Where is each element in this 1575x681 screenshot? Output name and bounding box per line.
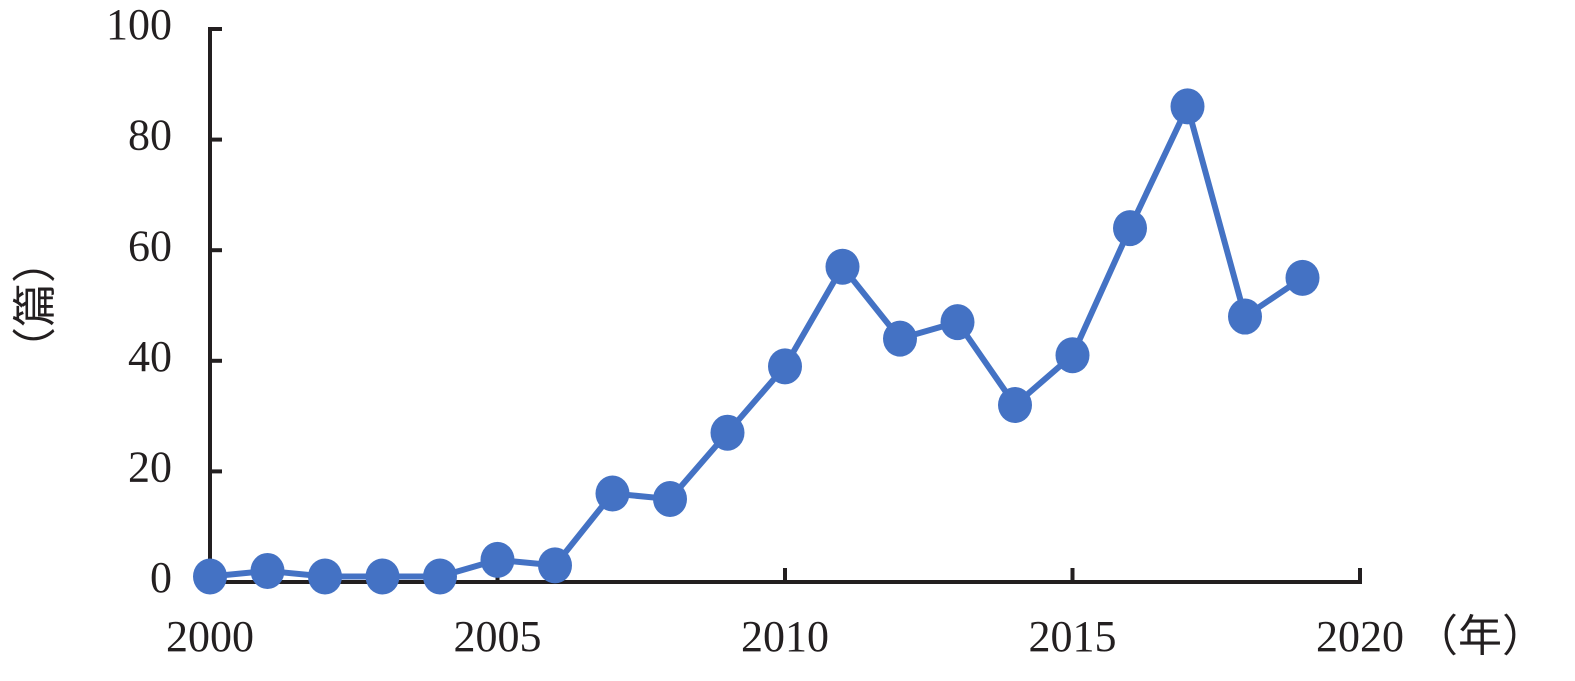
x-axis-label: （年） [1414,612,1546,661]
data-point [1285,259,1320,296]
data-point [1055,337,1090,374]
data-point [825,248,860,285]
data-point [1113,210,1147,247]
data-point [710,414,745,451]
y-tick-label: 40 [128,332,172,381]
data-point [768,348,802,385]
data-point [423,558,457,595]
data-line [209,103,1305,580]
y-axis-label: （篇） [11,239,60,371]
data-point [193,558,227,595]
data-point [883,320,917,357]
data-point [250,552,285,589]
data-point [1170,88,1205,125]
x-tick-label: 2015 [1029,612,1117,661]
data-point [998,387,1032,424]
data-point [940,304,975,341]
data-point [365,558,400,595]
data-point [653,481,687,518]
data-point [1228,298,1262,335]
y-tick-label: 60 [128,221,172,270]
x-tick-label: 2005 [454,612,542,661]
y-tick-label: 80 [128,111,172,160]
y-tick-label: 20 [128,442,172,491]
x-tick-label: 2000 [166,612,254,661]
y-tick-label: 100 [106,0,172,49]
data-point [538,547,572,584]
x-tick-label: 2010 [741,612,829,661]
data-point [480,541,515,578]
y-tick-label: 0 [150,553,172,602]
data-point [308,558,342,595]
x-tick-label: 2020 [1316,612,1404,661]
data-point [595,475,630,512]
